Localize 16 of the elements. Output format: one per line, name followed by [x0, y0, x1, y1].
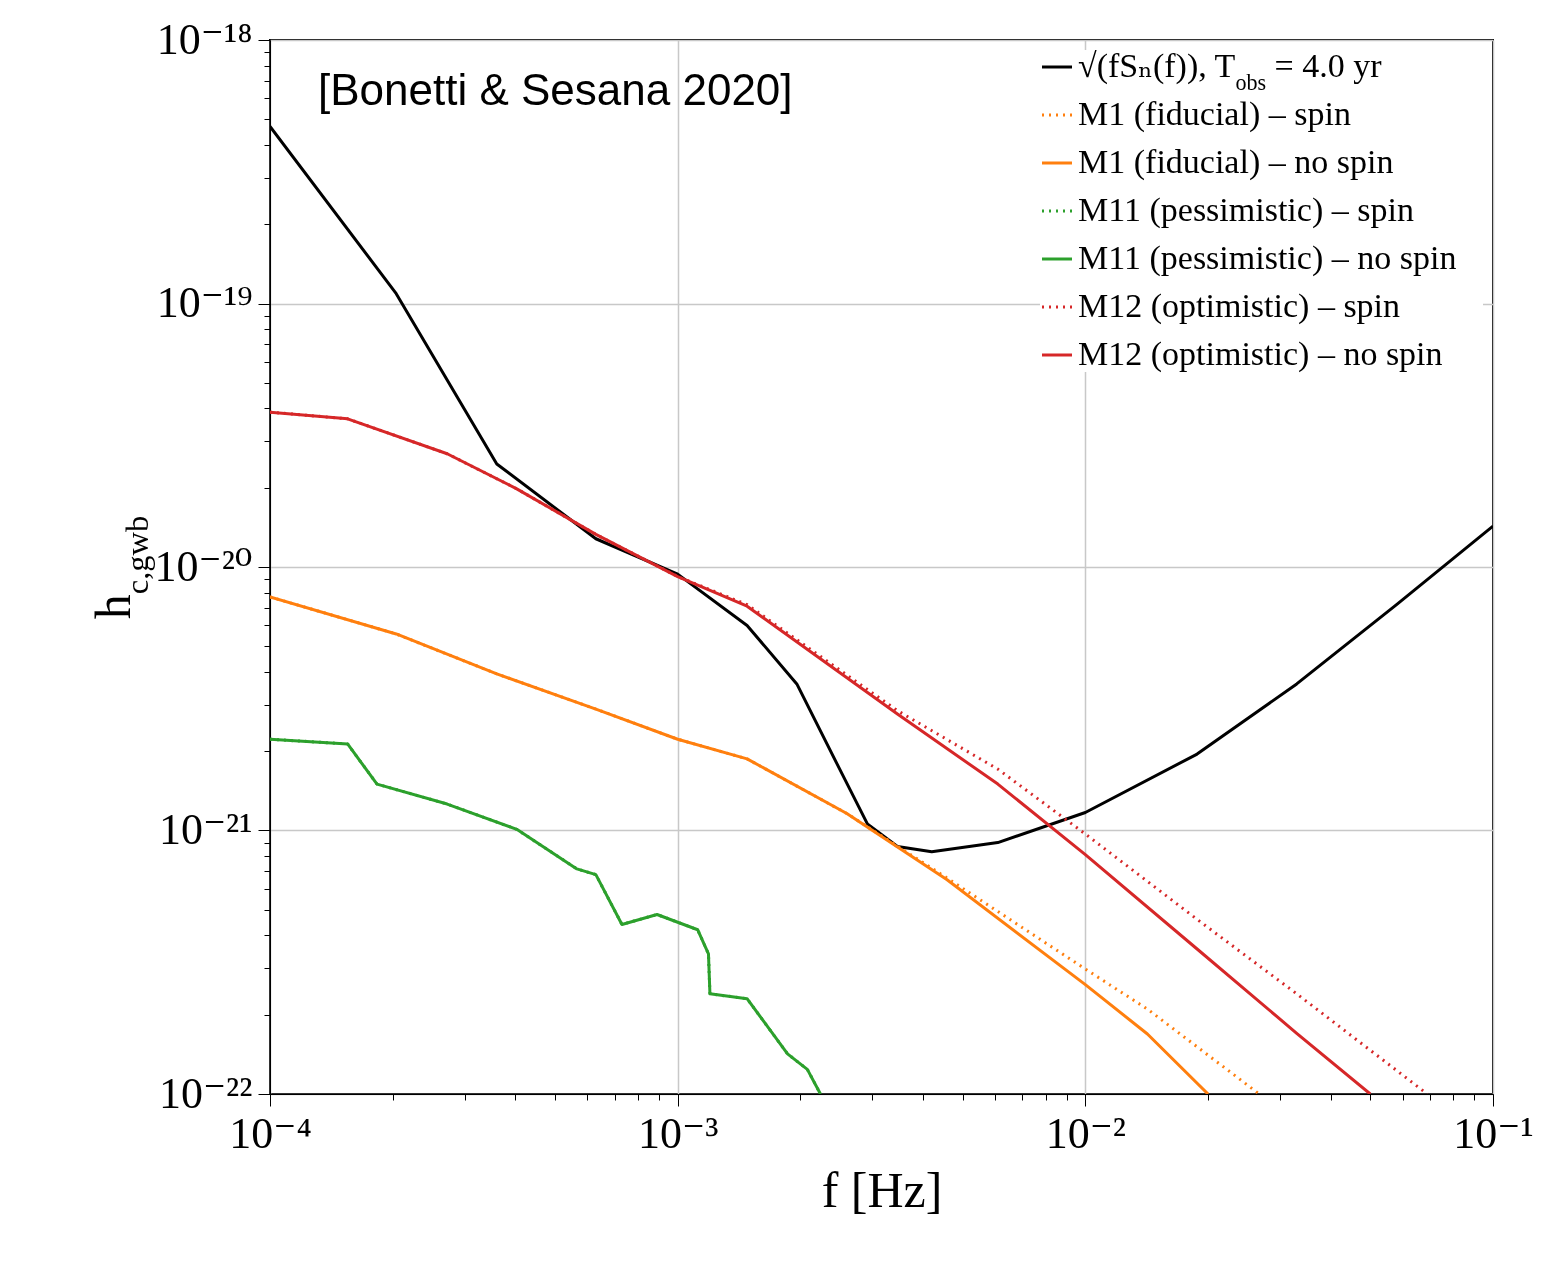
annotation: [Bonetti & Sesana 2020] [318, 65, 793, 114]
legend-label: M12 (optimistic) – no spin [1078, 335, 1443, 373]
y-tick-label: 10⁻²¹ [158, 805, 253, 854]
x-axis-title: f [Hz] [821, 1161, 943, 1218]
legend-label: √(fSₙ(f)), T$_{obs}$ = 4.0 yr [1078, 47, 1383, 95]
y-tick-label: 10⁻¹⁹ [156, 278, 253, 327]
x-tick-label: 10⁻² [1045, 1108, 1127, 1158]
legend-label: M11 (pessimistic) – spin [1078, 191, 1414, 229]
x-tick-label: 10⁻¹ [1453, 1108, 1534, 1158]
legend-label: M12 (optimistic) – spin [1078, 287, 1401, 325]
legend-label: M1 (fiducial) – no spin [1078, 143, 1394, 181]
y-tick-label: 10⁻¹⁸ [156, 14, 253, 64]
y-tick-label: 10⁻²⁰ [154, 541, 253, 591]
legend-label: M1 (fiducial) – spin [1078, 95, 1351, 133]
legend-label: M11 (pessimistic) – no spin [1078, 239, 1457, 277]
x-tick-label: 10⁻³ [637, 1108, 719, 1158]
